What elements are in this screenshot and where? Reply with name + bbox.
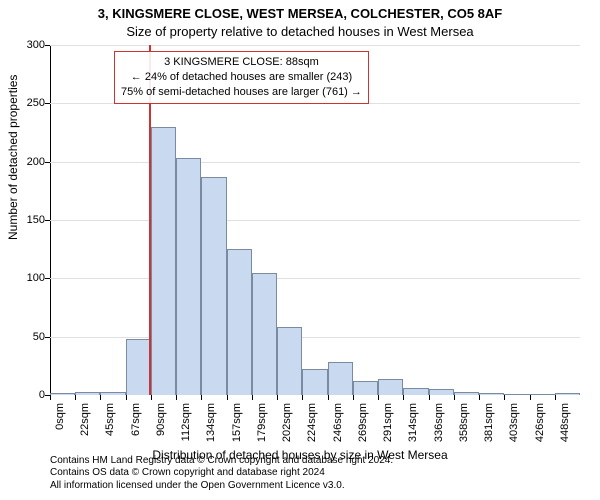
histogram-bar (151, 127, 176, 395)
attribution-line-2: Contains OS data © Crown copyright and d… (50, 467, 580, 480)
ytick-label: 100 (5, 272, 45, 284)
histogram-bar (75, 392, 100, 396)
xtick-mark (504, 395, 505, 400)
xtick-mark (75, 395, 76, 400)
xtick-mark (353, 395, 354, 400)
ytick-label: 150 (5, 214, 45, 226)
xtick-mark (50, 395, 51, 400)
annotation-line-1: 3 KINGSMERE CLOSE: 88sqm (121, 55, 362, 70)
annotation-line-3: 75% of semi-detached houses are larger (… (121, 85, 362, 100)
plot-area: 0501001502002503000sqm22sqm45sqm67sqm90s… (50, 45, 580, 395)
chart-title-address: 3, KINGSMERE CLOSE, WEST MERSEA, COLCHES… (0, 6, 600, 21)
xtick-mark (555, 395, 556, 400)
histogram-bar (328, 362, 353, 395)
gridline (50, 162, 580, 163)
xtick-mark (454, 395, 455, 400)
histogram-bar (50, 393, 75, 395)
gridline (50, 220, 580, 221)
ytick-mark (45, 45, 50, 46)
ytick-mark (45, 162, 50, 163)
xtick-mark (277, 395, 278, 400)
histogram-bar (353, 381, 378, 395)
attribution-line-1: Contains HM Land Registry data © Crown c… (50, 455, 580, 468)
xtick-mark (151, 395, 152, 400)
ytick-mark (45, 220, 50, 221)
histogram-bar (201, 177, 226, 395)
chart-subtitle: Size of property relative to detached ho… (0, 24, 600, 39)
histogram-bar (176, 158, 201, 395)
ytick-mark (45, 278, 50, 279)
histogram-bar (504, 394, 529, 395)
gridline (50, 278, 580, 279)
ytick-mark (45, 337, 50, 338)
xtick-mark (126, 395, 127, 400)
xtick-mark (403, 395, 404, 400)
ytick-label: 0 (5, 389, 45, 401)
xtick-mark (429, 395, 430, 400)
histogram-bar (454, 392, 479, 396)
xtick-mark (378, 395, 379, 400)
xtick-mark (302, 395, 303, 400)
annotation-line-2: ← 24% of detached houses are smaller (24… (121, 70, 362, 85)
attribution-line-3: All information licensed under the Open … (50, 480, 580, 493)
xtick-mark (201, 395, 202, 400)
xtick-mark (530, 395, 531, 400)
histogram-bar (227, 249, 252, 395)
gridline (50, 45, 580, 46)
histogram-bar (126, 339, 151, 395)
attribution-text: Contains HM Land Registry data © Crown c… (50, 455, 580, 493)
xtick-mark (252, 395, 253, 400)
xtick-mark (176, 395, 177, 400)
ytick-mark (45, 103, 50, 104)
histogram-bar (403, 388, 428, 395)
histogram-bar (429, 389, 454, 395)
ytick-label: 200 (5, 156, 45, 168)
ytick-label: 50 (5, 331, 45, 343)
histogram-bar (479, 393, 504, 395)
xtick-mark (328, 395, 329, 400)
histogram-bar (378, 379, 403, 395)
xtick-mark (227, 395, 228, 400)
histogram-bar (100, 392, 125, 396)
histogram-bar (530, 394, 555, 395)
gridline (50, 337, 580, 338)
histogram-bar (252, 273, 277, 396)
histogram-bar (555, 393, 580, 395)
histogram-bar (277, 327, 302, 395)
chart-container: 3, KINGSMERE CLOSE, WEST MERSEA, COLCHES… (0, 0, 600, 500)
histogram-bar (302, 369, 327, 395)
xtick-mark (479, 395, 480, 400)
ytick-label: 300 (5, 39, 45, 51)
annotation-box: 3 KINGSMERE CLOSE: 88sqm ← 24% of detach… (114, 51, 369, 104)
ytick-label: 250 (5, 97, 45, 109)
xtick-mark (100, 395, 101, 400)
